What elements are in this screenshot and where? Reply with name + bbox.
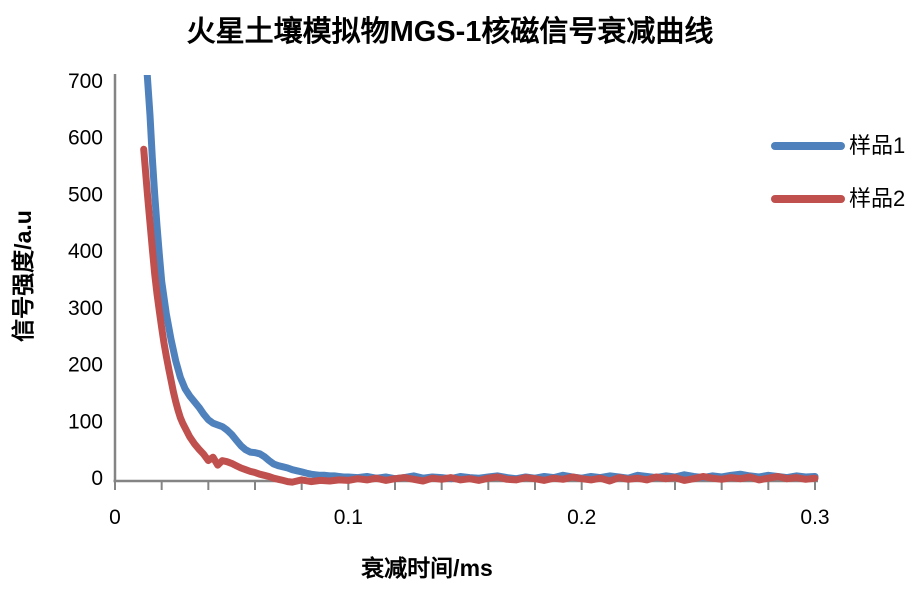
x-axis-title: 衰减时间/ms: [361, 555, 493, 581]
y-tick-label: 400: [68, 240, 103, 263]
x-tick-label: 0.1: [334, 506, 363, 529]
legend-label: 样品2: [849, 186, 906, 211]
y-tick-label: 0: [91, 467, 103, 490]
y-tick-label: 600: [68, 127, 103, 150]
legend-line-swatch-blue: [771, 142, 845, 150]
x-tick-label: 0.2: [567, 506, 596, 529]
series-line-2: [140, 145, 819, 486]
legend-item-sample1: 样品1: [771, 135, 905, 157]
legend-label: 样品1: [849, 133, 906, 158]
legend-line-swatch-red: [771, 195, 845, 203]
y-tick-label: 100: [68, 410, 103, 433]
x-tick-label: 0.3: [800, 506, 829, 529]
series-line-1: [143, 75, 819, 483]
y-tick-label: 500: [68, 183, 103, 206]
x-tick-label: 0: [109, 506, 121, 529]
y-tick-label: 300: [68, 297, 103, 320]
y-tick-label: 700: [68, 70, 103, 93]
y-tick-label: 200: [68, 354, 103, 377]
legend-item-sample2: 样品2: [771, 188, 905, 210]
chart-title: 火星土壤模拟物MGS-1核磁信号衰减曲线: [186, 16, 714, 48]
